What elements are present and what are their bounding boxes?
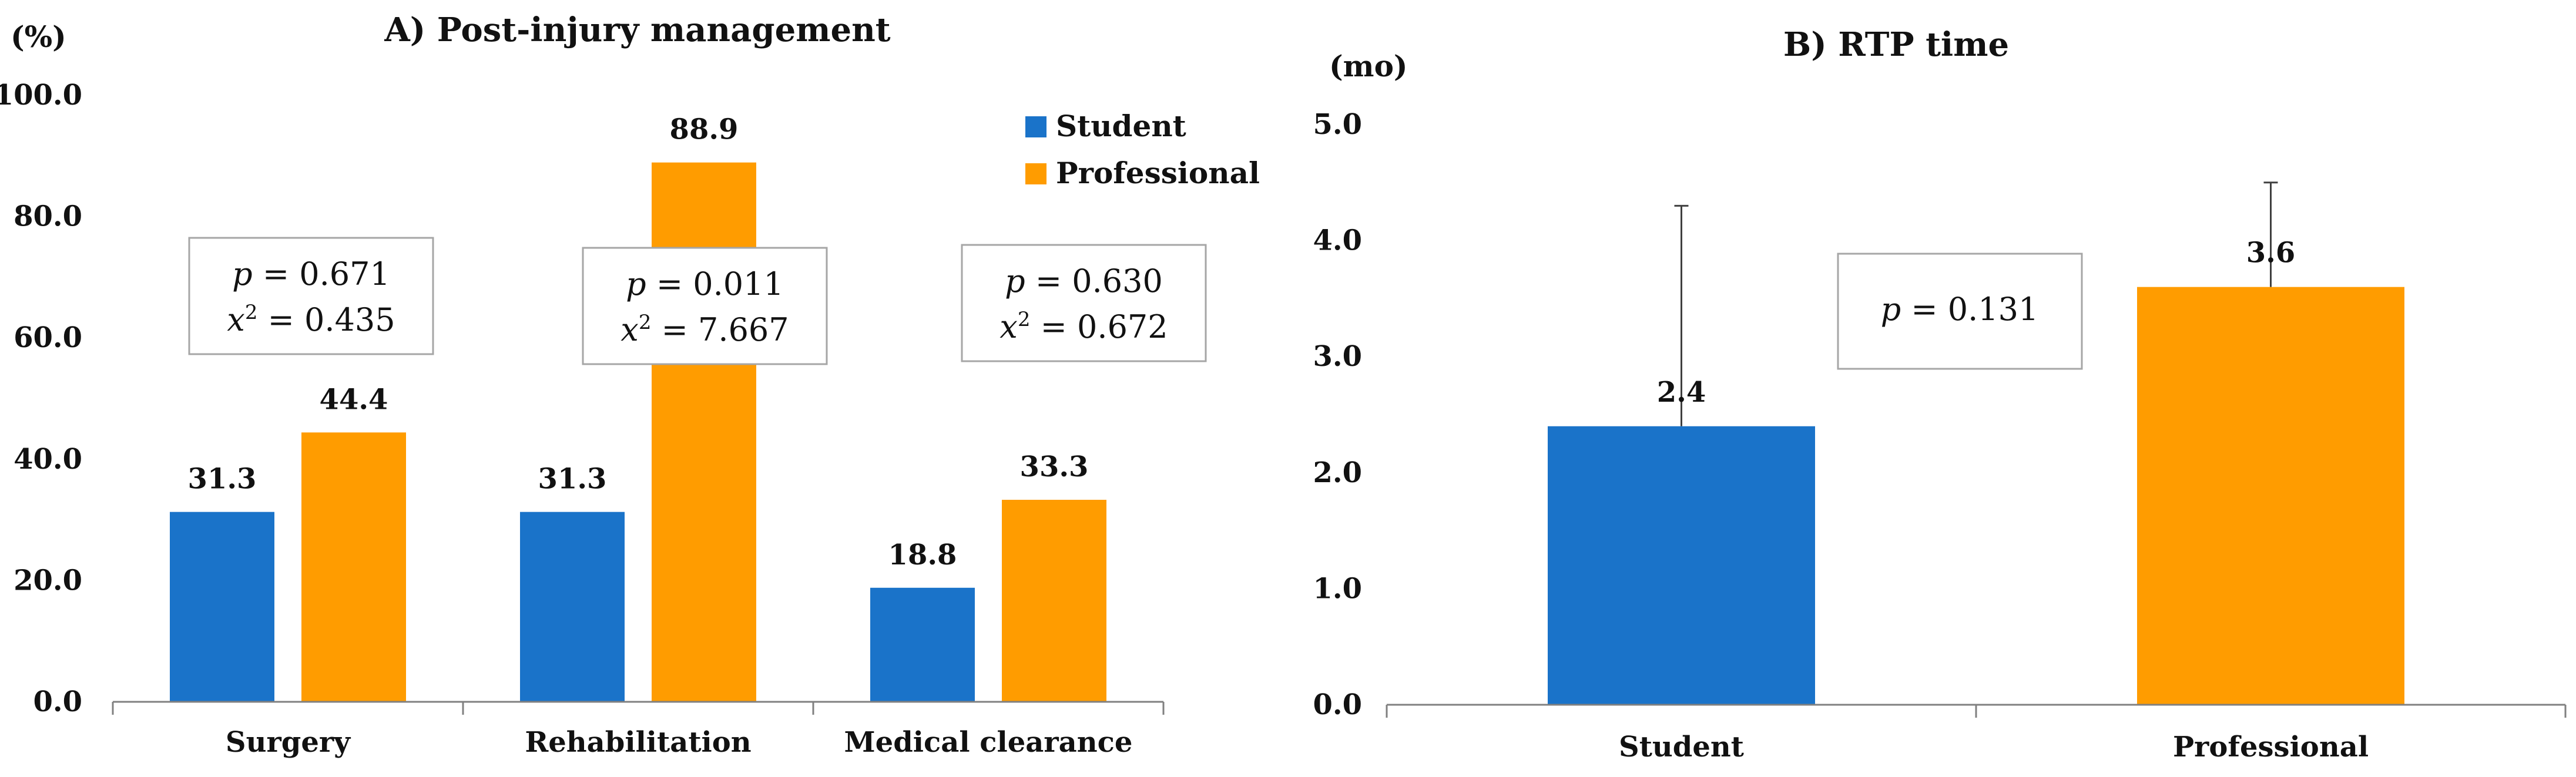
bar-student (170, 512, 274, 702)
chi-square-text: x2 = 7.667 (620, 311, 789, 348)
bar-student (1548, 426, 1815, 705)
legend-swatch-professional (1025, 163, 1046, 184)
y-tick-label: 5.0 (1313, 108, 1362, 141)
data-label: 18.8 (888, 539, 957, 571)
stat-box (582, 247, 828, 365)
panel-b-categories: Student Professional (1386, 705, 2567, 763)
y-tick-label: 100.0 (0, 79, 82, 112)
p-value-text: p = 0.131 (1881, 291, 2039, 328)
category-label: Professional (2173, 731, 2369, 763)
panel-a-categories: Surgery Rehabilitation Medical clearance (112, 702, 1165, 759)
category-label: Surgery (226, 726, 351, 759)
panel-a-bars: 31.3 44.4 31.3 88.9 18.8 33.3 (170, 113, 1106, 702)
legend-label-professional: Professional (1056, 156, 1260, 190)
y-tick-label: 3.0 (1313, 340, 1362, 373)
chi-square-text: x2 = 0.435 (227, 301, 395, 338)
panel-b: (mo) B) RTP time 0.0 1.0 2.0 3.0 4.0 5.0 2.4 3… (1313, 25, 2567, 763)
panel-a-title: A) Post-injury management (384, 11, 890, 49)
data-label: 44.4 (320, 383, 388, 416)
stat-box (1837, 253, 2083, 370)
p-value-text: p = 0.011 (626, 265, 784, 302)
bar-professional (301, 432, 406, 702)
stat-box (961, 244, 1207, 362)
panel-b-stat-box: p = 0.131 (1837, 253, 2083, 370)
legend-label-student: Student (1056, 109, 1186, 143)
data-label: 31.3 (538, 463, 607, 496)
category-label: Medical clearance (844, 726, 1133, 759)
y-tick-label: 60.0 (14, 321, 82, 354)
data-label: 88.9 (670, 113, 739, 146)
panel-a: (%) A) Post-injury management 0.0 20.0 40.… (0, 11, 1260, 759)
bar-professional (652, 162, 756, 702)
panel-b-title: B) RTP time (1783, 25, 2009, 64)
panel-b-bars: 2.4 3.6 (1548, 181, 2404, 705)
data-label: 3.6 (2246, 237, 2296, 270)
p-value-text: p = 0.630 (1005, 263, 1163, 300)
y-tick-label: 1.0 (1313, 572, 1362, 605)
legend: Student Professional (1025, 109, 1260, 190)
panel-a-stat-boxes: p = 0.671 x2 = 0.435 p = 0.011 x2 = 7.667 p … (188, 237, 1207, 365)
chi-square-text: x2 = 0.672 (999, 308, 1168, 345)
y-tick-label: 0.0 (1313, 688, 1362, 721)
y-tick-label: 2.0 (1313, 456, 1362, 489)
y-tick-label: 20.0 (14, 564, 82, 597)
data-label: 33.3 (1020, 450, 1089, 483)
data-label: 31.3 (188, 463, 257, 496)
p-value-text: p = 0.671 (232, 255, 390, 292)
bar-professional (2137, 287, 2404, 705)
panel-a-ylabel: (%) (11, 19, 66, 54)
data-label: 2.4 (1657, 376, 1706, 409)
bar-professional (1002, 500, 1106, 702)
legend-swatch-student (1025, 116, 1046, 137)
category-label: Rehabilitation (525, 726, 751, 759)
category-label: Student (1619, 731, 1744, 763)
y-tick-label: 0.0 (33, 685, 82, 718)
bar-student (520, 512, 625, 702)
panel-b-ylabel: (mo) (1329, 49, 1408, 83)
bar-student (870, 587, 975, 702)
panel-b-y-ticks: 0.0 1.0 2.0 3.0 4.0 5.0 (1313, 108, 1362, 721)
y-tick-label: 4.0 (1313, 224, 1362, 257)
y-tick-label: 80.0 (14, 200, 82, 233)
panel-a-y-ticks: 0.0 20.0 40.0 60.0 80.0 100.0 (0, 79, 82, 718)
stat-box (188, 237, 434, 355)
y-tick-label: 40.0 (14, 443, 82, 476)
